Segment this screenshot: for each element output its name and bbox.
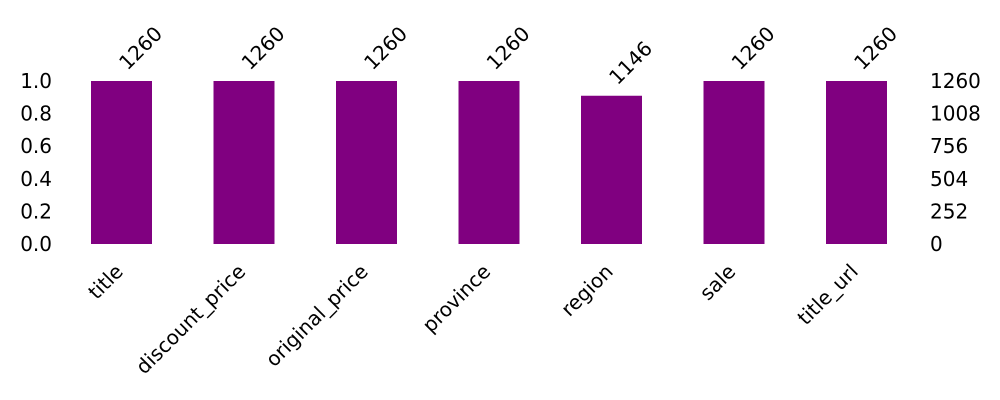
bar-count-label: 1260: [114, 22, 167, 75]
left-tick-label: 0.8: [20, 102, 52, 126]
left-tick-label: 0.4: [20, 167, 52, 191]
left-axis-ticks: 0.0 0.2 0.4 0.6 0.8 1.0: [20, 69, 52, 256]
bar-province: [458, 81, 520, 244]
bar-count-label: 1260: [727, 22, 780, 75]
right-axis-ticks: 0 252 504 756 1008 1260: [930, 69, 981, 256]
category-label: discount_price: [131, 259, 250, 378]
bar-title: [91, 81, 152, 244]
right-tick-label: 504: [930, 167, 968, 191]
bar-count-label: 1146: [604, 36, 657, 89]
category-label: title_url: [792, 259, 862, 329]
right-tick-label: 756: [930, 134, 968, 158]
category-label: sale: [695, 259, 741, 305]
right-tick-label: 1008: [930, 102, 981, 126]
bar-count-label: 1260: [482, 22, 535, 75]
category-label: original_price: [261, 259, 373, 371]
category-label: region: [556, 259, 618, 321]
left-tick-label: 0.0: [20, 232, 52, 256]
bars-group: [91, 81, 887, 244]
bar-discount_price: [213, 81, 275, 244]
right-tick-label: 1260: [930, 69, 981, 93]
category-labels-group: title discount_price original_price provinc…: [83, 259, 863, 378]
right-tick-label: 252: [930, 199, 968, 223]
bar-title_url: [826, 81, 887, 244]
bar-region: [581, 95, 642, 244]
bar-count-label: 1260: [359, 22, 412, 75]
category-label: title: [83, 259, 128, 304]
bar-original_price: [336, 81, 397, 244]
bar-sale: [703, 81, 765, 244]
left-tick-label: 0.6: [20, 134, 52, 158]
right-tick-label: 0: [930, 232, 943, 256]
count-labels-group: 1260 1260 1260 1260 1146 1260 1260: [114, 22, 902, 90]
left-tick-label: 1.0: [20, 69, 52, 93]
category-label: province: [417, 259, 495, 337]
bar-count-label: 1260: [237, 22, 290, 75]
bar-count-label: 1260: [849, 22, 902, 75]
left-tick-label: 0.2: [20, 199, 52, 223]
